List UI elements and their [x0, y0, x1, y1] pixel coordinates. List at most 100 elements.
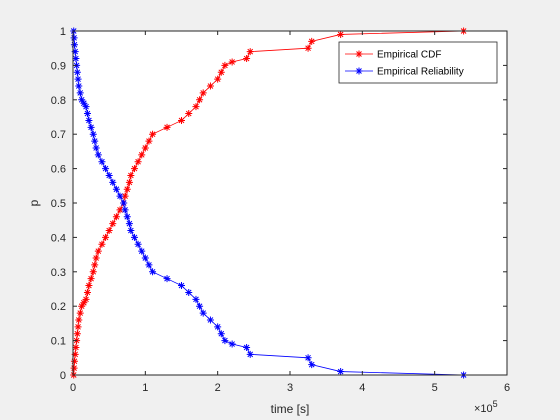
legend: Empirical CDF Empirical Reliability: [339, 42, 497, 83]
data-point: [95, 151, 102, 158]
data-point: [84, 289, 91, 296]
data-point: [91, 138, 98, 145]
data-point: [120, 200, 127, 207]
data-point: [75, 323, 82, 330]
data-point: [77, 89, 84, 96]
data-point: [243, 344, 250, 351]
data-point: [218, 69, 225, 76]
data-point: [207, 83, 214, 90]
data-point: [337, 368, 344, 375]
data-point: [185, 289, 192, 296]
x-tick-label: 1: [142, 382, 148, 394]
y-tick-label: 0.7: [51, 129, 66, 141]
data-point: [126, 179, 133, 186]
data-point: [124, 186, 131, 193]
x-tick-label: 4: [359, 382, 365, 394]
y-tick-label: 0.3: [51, 267, 66, 279]
data-point: [145, 261, 152, 268]
x-tick-label: 2: [215, 382, 221, 394]
data-point: [83, 296, 90, 303]
y-tick-label: 0.6: [51, 164, 66, 176]
data-point: [88, 124, 95, 131]
data-point: [164, 275, 171, 282]
data-point: [221, 337, 228, 344]
data-point: [131, 165, 138, 172]
x-tick-label: 3: [287, 382, 293, 394]
data-point: [113, 213, 120, 220]
legend-label: Empirical CDF: [377, 50, 441, 61]
data-point: [308, 361, 315, 368]
y-tick-label: 0.8: [51, 95, 66, 107]
data-point: [135, 241, 142, 248]
data-point: [192, 103, 199, 110]
data-point: [74, 330, 81, 337]
data-point: [185, 110, 192, 117]
data-point: [178, 282, 185, 289]
x-exponent-base: ×10: [474, 403, 493, 415]
data-point: [200, 89, 207, 96]
y-tick-label: 1: [60, 26, 66, 38]
data-point: [135, 158, 142, 165]
data-point: [98, 158, 105, 165]
data-point: [142, 255, 149, 262]
data-point: [90, 131, 97, 138]
data-point: [93, 255, 100, 262]
data-point: [221, 62, 228, 69]
data-point: [247, 351, 254, 358]
data-point: [84, 110, 91, 117]
data-point: [93, 144, 100, 151]
data-point: [102, 234, 109, 241]
y-tick-label: 0.1: [51, 336, 66, 348]
data-point: [88, 275, 95, 282]
data-point: [178, 117, 185, 124]
data-point: [305, 354, 312, 361]
data-point: [229, 58, 236, 65]
data-point: [131, 234, 138, 241]
x-tick-label: 5: [432, 382, 438, 394]
data-point: [127, 172, 134, 179]
data-point: [75, 76, 82, 83]
data-point: [109, 220, 116, 227]
data-point: [77, 310, 84, 317]
data-point: [200, 310, 207, 317]
data-point: [305, 45, 312, 52]
data-point: [149, 268, 156, 275]
legend-marker: [356, 68, 363, 75]
data-point: [117, 193, 124, 200]
data-point: [106, 227, 113, 234]
data-point: [138, 248, 145, 255]
y-tick-label: 0.9: [51, 60, 66, 72]
data-point: [85, 282, 92, 289]
data-point: [124, 213, 131, 220]
data-point: [247, 48, 254, 55]
y-tick-label: 0: [60, 370, 66, 382]
data-point: [71, 365, 78, 372]
data-point: [122, 206, 129, 213]
data-point: [138, 151, 145, 158]
data-point: [196, 303, 203, 310]
data-point: [75, 83, 82, 90]
x-axis-label: time [s]: [271, 402, 310, 416]
data-point: [75, 316, 82, 323]
data-point: [83, 103, 90, 110]
y-tick-label: 0.4: [51, 232, 66, 244]
data-point: [126, 220, 133, 227]
x-exponent-power: 5: [493, 399, 498, 409]
data-point: [127, 227, 134, 234]
y-tick-label: 0.5: [51, 198, 66, 210]
y-tick-label: 0.2: [51, 301, 66, 313]
data-point: [337, 31, 344, 38]
data-point: [71, 358, 78, 365]
data-point: [243, 55, 250, 62]
data-point: [106, 172, 113, 179]
data-point: [109, 179, 116, 186]
data-point: [214, 323, 221, 330]
data-point: [90, 268, 97, 275]
data-point: [192, 296, 199, 303]
data-point: [71, 34, 78, 41]
data-point: [214, 76, 221, 83]
data-point: [98, 241, 105, 248]
data-point: [74, 69, 81, 76]
data-point: [91, 261, 98, 268]
